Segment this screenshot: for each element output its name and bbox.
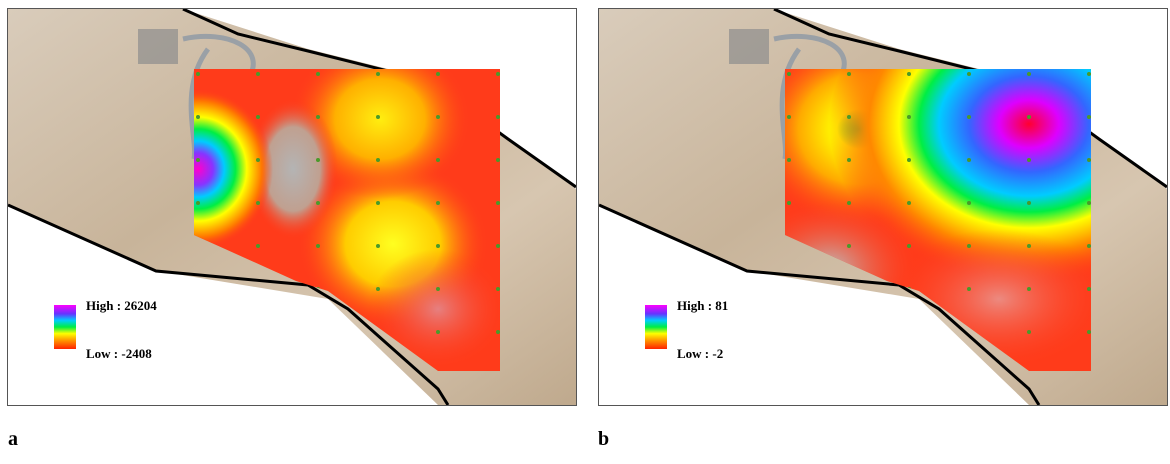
boundary bbox=[182, 7, 577, 189]
sample-point bbox=[907, 330, 911, 334]
boundary bbox=[773, 7, 1168, 189]
sample-point bbox=[787, 158, 791, 162]
sample-point bbox=[256, 115, 260, 119]
sample-point bbox=[1027, 244, 1031, 248]
sample-point bbox=[847, 115, 851, 119]
sample-point bbox=[256, 158, 260, 162]
sample-point bbox=[436, 244, 440, 248]
sample-point bbox=[436, 287, 440, 291]
sample-point bbox=[196, 287, 200, 291]
sample-point bbox=[787, 201, 791, 205]
sample-point bbox=[436, 72, 440, 76]
panel-label: a bbox=[8, 428, 18, 450]
sample-point bbox=[847, 72, 851, 76]
sample-point bbox=[1087, 158, 1091, 162]
sample-point bbox=[196, 115, 200, 119]
sample-point bbox=[316, 244, 320, 248]
sample-point bbox=[196, 72, 200, 76]
sample-point bbox=[196, 158, 200, 162]
sample-point bbox=[967, 201, 971, 205]
sample-point bbox=[967, 72, 971, 76]
sample-point bbox=[967, 287, 971, 291]
map-panel-a: High : 26204 Low : -2408 bbox=[7, 7, 577, 406]
sample-point bbox=[1027, 158, 1031, 162]
surface-blob bbox=[368, 249, 500, 369]
sample-point bbox=[256, 201, 260, 205]
sample-point bbox=[376, 115, 380, 119]
sample-point bbox=[436, 115, 440, 119]
facility bbox=[729, 29, 769, 64]
facility bbox=[138, 29, 178, 64]
sample-point bbox=[787, 287, 791, 291]
sample-point bbox=[316, 158, 320, 162]
panel-label: b bbox=[598, 428, 610, 450]
sample-point bbox=[967, 244, 971, 248]
sample-point bbox=[907, 244, 911, 248]
sample-point bbox=[1027, 72, 1031, 76]
sample-point bbox=[376, 244, 380, 248]
sample-point bbox=[1087, 201, 1091, 205]
sample-point bbox=[787, 330, 791, 334]
map-panel-b: High : 81 Low : -2 bbox=[598, 7, 1168, 406]
sample-point bbox=[847, 330, 851, 334]
legend-ramp bbox=[54, 305, 76, 349]
sample-point bbox=[316, 201, 320, 205]
legend-ramp bbox=[645, 305, 667, 349]
sample-point bbox=[1087, 244, 1091, 248]
sample-point bbox=[316, 72, 320, 76]
sample-point bbox=[496, 244, 500, 248]
sample-point bbox=[787, 72, 791, 76]
sample-point bbox=[847, 201, 851, 205]
sample-point bbox=[1087, 115, 1091, 119]
surface-blob bbox=[248, 99, 338, 239]
sample-point bbox=[316, 115, 320, 119]
sample-point bbox=[256, 72, 260, 76]
sample-point bbox=[907, 115, 911, 119]
sample-point bbox=[907, 72, 911, 76]
boundary bbox=[598, 203, 1041, 406]
legend-high: High : 81 bbox=[677, 298, 728, 313]
sample-point bbox=[436, 201, 440, 205]
sample-point bbox=[1087, 287, 1091, 291]
sample-point bbox=[316, 330, 320, 334]
sample-point bbox=[256, 330, 260, 334]
sample-point bbox=[256, 244, 260, 248]
surface-blob bbox=[829, 69, 1091, 284]
surface-blob bbox=[194, 89, 273, 249]
boundary bbox=[7, 203, 450, 406]
sample-point bbox=[1087, 72, 1091, 76]
legend-high: High : 26204 bbox=[86, 298, 157, 313]
sample-point bbox=[436, 158, 440, 162]
sample-point bbox=[1027, 115, 1031, 119]
sample-point bbox=[496, 287, 500, 291]
sample-point bbox=[1087, 330, 1091, 334]
sample-point bbox=[376, 158, 380, 162]
sample-point bbox=[847, 244, 851, 248]
sample-point bbox=[496, 115, 500, 119]
sample-point bbox=[907, 158, 911, 162]
map: High : 81 Low : -2 bbox=[598, 7, 1168, 406]
sample-point bbox=[496, 72, 500, 76]
sample-point bbox=[1027, 330, 1031, 334]
sample-point bbox=[967, 115, 971, 119]
sample-point bbox=[847, 158, 851, 162]
legend-low: Low : -2408 bbox=[86, 346, 152, 361]
sample-point bbox=[196, 201, 200, 205]
sample-point bbox=[496, 330, 500, 334]
sample-point bbox=[196, 330, 200, 334]
sample-point bbox=[376, 287, 380, 291]
sample-point bbox=[376, 201, 380, 205]
map: High : 26204 Low : -2408 bbox=[7, 7, 577, 406]
sample-point bbox=[496, 158, 500, 162]
sample-point bbox=[376, 72, 380, 76]
legend-low: Low : -2 bbox=[677, 346, 723, 361]
sample-point bbox=[436, 330, 440, 334]
sample-point bbox=[967, 158, 971, 162]
sample-point bbox=[787, 115, 791, 119]
sample-point bbox=[1027, 287, 1031, 291]
sample-point bbox=[496, 201, 500, 205]
sample-point bbox=[907, 201, 911, 205]
sample-point bbox=[1027, 201, 1031, 205]
